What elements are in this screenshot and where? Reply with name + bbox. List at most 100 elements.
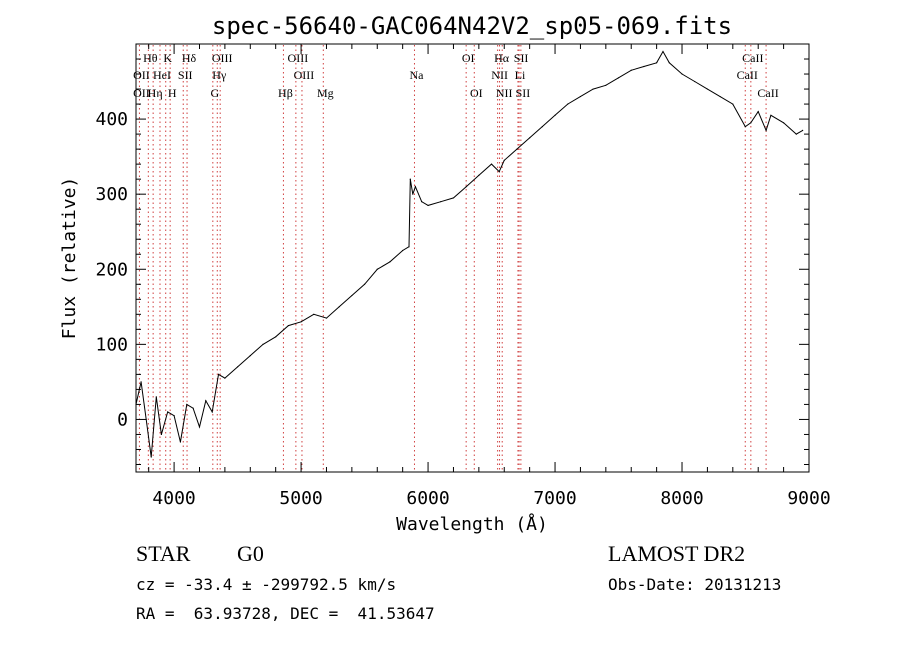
spectrum-point: [592, 88, 594, 90]
x-tick-label: 5000: [279, 488, 322, 509]
spectrum-point: [313, 313, 315, 315]
spectrum-point: [765, 129, 767, 131]
spectrum-point: [262, 343, 264, 345]
spectrum-point: [617, 77, 620, 79]
spectrum-point: [681, 73, 683, 75]
spectrum-point: [465, 186, 467, 188]
spectrum-point: [363, 283, 366, 285]
spectrum-point: [325, 317, 328, 319]
spectrum-series: [135, 50, 804, 458]
spectral-line-label: OI: [462, 51, 475, 65]
spectrum-line: [135, 50, 803, 458]
spectral-line-label: H: [168, 86, 177, 100]
spectrum-point: [770, 114, 772, 116]
spectrum-point: [192, 407, 194, 409]
spectrum-point: [408, 246, 410, 248]
spectrum-point: [427, 204, 429, 207]
spectral-line-labels: Hθ K Hδ OIII OIII OI Hα SII CaII OII HeI SII Hγ OIII N…: [133, 51, 779, 100]
spectral-line-label: Hβ: [278, 86, 293, 100]
spectrum-point: [412, 193, 414, 195]
spectrum-point: [160, 433, 162, 436]
object-type: STAR: [136, 541, 191, 566]
x-tick-label: 9000: [787, 488, 830, 509]
spectral-line-label: Na: [409, 68, 424, 82]
spectral-line-label: K: [163, 51, 172, 65]
spectrum-point: [490, 163, 493, 165]
spectrum-point: [409, 178, 411, 180]
spectrum-point: [173, 415, 175, 417]
spectral-line-label: Li: [515, 68, 526, 82]
spectrum-point: [516, 148, 518, 150]
spectrum-point: [351, 294, 353, 297]
spectral-line-label: CaII: [742, 51, 763, 65]
spectrum-point: [579, 95, 582, 98]
x-tick-label: 7000: [533, 488, 576, 509]
observation-date: Obs-Date: 20131213: [608, 575, 782, 594]
spectrum-point: [205, 400, 207, 402]
plot-frame: [135, 43, 810, 473]
spectral-line-markers: [138, 45, 767, 471]
spectrum-point: [795, 133, 797, 135]
spectral-line-label: CaII: [757, 86, 778, 100]
spectrum-point: [662, 50, 664, 53]
spectrum-point: [478, 174, 480, 177]
x-tick-label: 4000: [152, 488, 195, 509]
spectrum-point: [541, 125, 543, 128]
spectrum-point: [783, 122, 785, 124]
spectrum-point: [402, 249, 404, 252]
spectral-line-label: SII: [178, 68, 193, 82]
spectrum-point: [554, 114, 556, 116]
spectrum-point: [706, 88, 709, 90]
redshift-velocity: cz = -33.4 ± -299792.5 km/s: [136, 575, 397, 594]
spectrum-point: [224, 377, 226, 379]
spectrum-point: [694, 80, 696, 83]
spectrum-point: [140, 381, 142, 383]
spectral-line-label: SII: [514, 51, 529, 65]
spectrum-point: [802, 129, 804, 131]
spectral-line-label: Mg: [317, 86, 334, 100]
spectral-line-label: Hη: [148, 86, 163, 100]
spectrum-point: [338, 306, 340, 308]
spectral-line-label: Hγ: [212, 68, 227, 82]
spectral-line-label: SII: [516, 86, 531, 100]
spectral-line-label: CaII: [737, 68, 758, 82]
spectrum-point: [529, 137, 531, 139]
spectrum-point: [732, 103, 734, 105]
spectrum-point: [287, 324, 289, 327]
spectrum-point: [198, 426, 201, 428]
spectrum-point: [643, 65, 645, 68]
spectral-line-label: OIII: [288, 51, 309, 65]
spectrum-point: [750, 122, 752, 124]
spectrum-point: [376, 268, 378, 270]
spectral-line-label: OIII: [212, 51, 233, 65]
spectrum-point: [155, 396, 157, 398]
x-axis-ticks: 4000 5000 6000 7000 8000 9000: [148, 44, 831, 509]
y-tick-label: 400: [95, 109, 128, 130]
spectrum-point: [630, 69, 632, 71]
spectrum-point: [656, 62, 658, 64]
spectrum-point: [503, 159, 505, 161]
y-tick-label: 100: [95, 334, 128, 355]
survey-name: LAMOST DR2: [608, 541, 746, 566]
spectrum-point: [186, 403, 188, 406]
y-axis-label: Flux (relative): [59, 177, 80, 340]
y-tick-label: 0: [117, 409, 128, 430]
x-tick-label: 8000: [660, 488, 703, 509]
spectral-line-label: NII: [491, 68, 508, 82]
spectral-line-label: Hα: [494, 51, 510, 65]
spectrum-point: [605, 84, 607, 86]
chart-title: spec-56640-GAC064N42V2_sp05-069.fits: [212, 12, 732, 40]
spectrum-point: [150, 456, 152, 458]
object-subclass: G0: [237, 541, 264, 566]
spectrum-point: [498, 171, 500, 173]
spectrum-point: [389, 261, 391, 263]
spectrum-point: [757, 110, 759, 113]
spectral-line-label: OI: [470, 86, 483, 100]
spectrum-point: [744, 125, 746, 128]
spectrum-point: [179, 441, 182, 443]
spectrum-point: [668, 62, 670, 64]
spectral-line-label: OIII: [294, 68, 315, 82]
y-tick-label: 200: [95, 259, 128, 280]
spectrum-point: [236, 366, 239, 368]
